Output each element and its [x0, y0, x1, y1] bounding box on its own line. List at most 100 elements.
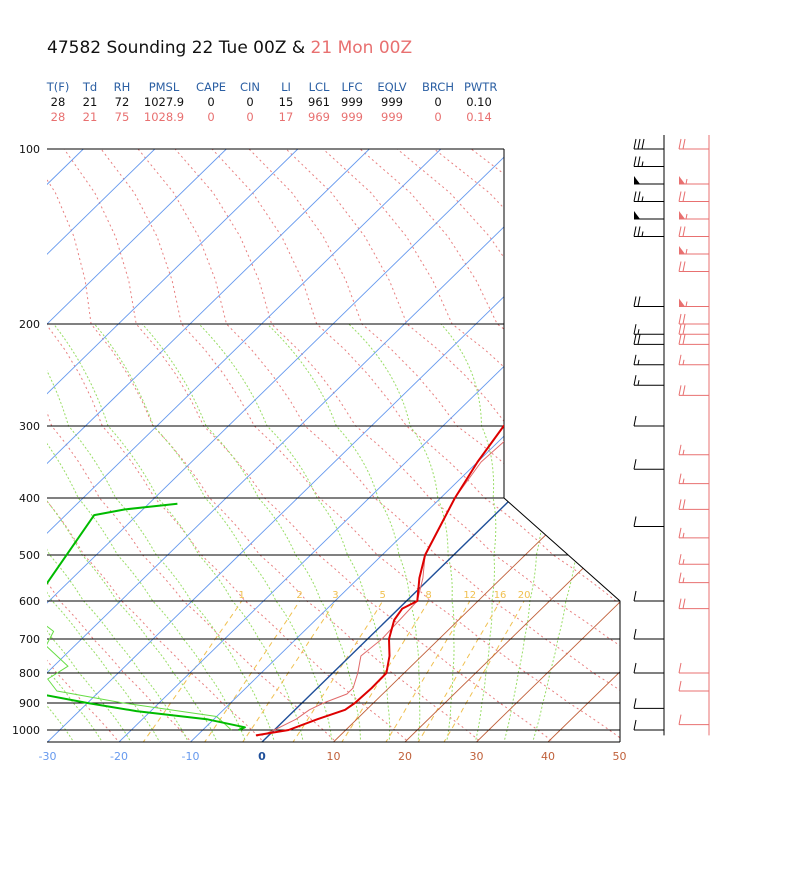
wind-barb-flag — [678, 572, 682, 583]
mixing-ratio-label: 8 — [425, 590, 431, 601]
stats-header-cell: PWTR — [464, 80, 498, 94]
wind-barb-flag — [682, 598, 686, 609]
stats-cell: 0 — [207, 110, 215, 124]
stats-cell: 15 — [278, 95, 294, 109]
pressure-label: 900 — [19, 697, 40, 710]
stats-header-cell: RH — [113, 80, 131, 94]
moist-adiabat — [47, 323, 276, 742]
isotherm-line — [118, 149, 620, 742]
wind-barb-flag — [678, 598, 682, 609]
mixing-ratio-label: 12 — [463, 590, 476, 601]
dry-adiabat — [174, 149, 620, 742]
isotherm-line — [333, 149, 620, 742]
wind-barb-flag — [682, 191, 686, 202]
moist-adiabat — [266, 323, 421, 742]
chart-title: 47582 Sounding 22 Tue 00Z & 21 Mon 00Z — [47, 38, 412, 58]
dry-adiabat — [137, 149, 620, 742]
pressure-label: 500 — [19, 549, 40, 562]
wind-barb-flag — [682, 324, 686, 335]
stats-row-main: 28 21 72 1027.9 0 0 15 961 999 999 0 0.1… — [40, 95, 494, 110]
wind-barb-flag — [678, 191, 682, 202]
wind-barb-flag — [678, 313, 682, 325]
wind-barb-flag — [633, 516, 637, 527]
wind-barb-flag — [678, 444, 682, 455]
stats-cell: 0 — [246, 95, 254, 109]
wind-barb-flag — [633, 698, 637, 709]
wind-barb-flag — [682, 226, 686, 237]
wind-barb-half — [641, 231, 644, 237]
isotherm-line — [0, 149, 12, 742]
stats-cell: 1028.9 — [143, 110, 185, 124]
mixing-ratio-line — [291, 600, 384, 742]
wind-barb-flag — [633, 138, 637, 150]
wind-barb-flag — [637, 191, 641, 202]
dry-adiabat — [359, 149, 620, 742]
stats-cell: 961 — [308, 95, 330, 109]
stats-header-cell: LCL — [308, 80, 330, 94]
wind-barb-flag — [678, 680, 682, 692]
stats-cell: 0 — [246, 110, 254, 124]
wind-barb-flag — [633, 459, 637, 470]
wind-barb-flag — [637, 226, 641, 237]
stats-cell: 999 — [341, 110, 363, 124]
moist-adiabat — [503, 323, 549, 742]
dry-adiabat — [47, 149, 48, 742]
temperature-tick-label: 40 — [541, 750, 555, 763]
temperature-trace-main — [255, 149, 620, 737]
isotherm-line — [547, 149, 620, 742]
wind-barb-flag — [682, 138, 686, 150]
dry-adiabat — [100, 149, 620, 742]
wind-barb-flag — [682, 499, 686, 510]
skewt-frame — [47, 148, 621, 743]
stats-header-cell: Td — [82, 80, 98, 94]
pressure-label: 600 — [19, 595, 40, 608]
wind-barb-half — [641, 196, 644, 202]
mixing-ratio-line — [141, 600, 243, 742]
dry-adiabat — [544, 149, 620, 742]
stats-cell: 75 — [114, 110, 130, 124]
dry-adiabat — [211, 149, 620, 742]
dry-adiabat — [47, 149, 411, 742]
isotherm-line — [47, 149, 620, 742]
skewt-frame-edge — [503, 149, 621, 742]
temperature-tick-label: 0 — [258, 750, 266, 763]
wind-barb-half — [682, 449, 685, 455]
temperature-tick-label: 50 — [613, 750, 627, 763]
wind-barb-flag — [678, 499, 682, 510]
wind-barb-flag — [682, 261, 686, 272]
wind-barb-pennant — [679, 298, 685, 307]
mixing-ratio-line — [416, 600, 501, 742]
temperature-tick-label: 20 — [398, 750, 412, 763]
isotherm-line — [404, 149, 620, 742]
mixing-ratio-label: 5 — [380, 590, 386, 601]
wind-barb-flag — [633, 354, 637, 365]
mixing-ratio-label: 16 — [494, 590, 507, 601]
wind-barb-flag — [682, 334, 686, 345]
stats-cell: 0.14 — [466, 110, 492, 124]
wind-barb-flag — [641, 138, 645, 150]
isotherm-line — [47, 149, 585, 742]
stats-header-cell: CAPE — [195, 80, 227, 94]
wind-barb-pennant — [679, 211, 685, 219]
wind-barb-flag — [678, 324, 682, 335]
title-alt: 21 Mon 00Z — [310, 38, 413, 58]
wind-barb-half — [685, 213, 688, 220]
mixing-ratio-line — [241, 600, 336, 742]
mixing-ratio-line — [203, 600, 301, 742]
wind-barb-flag — [633, 324, 637, 335]
isotherm-line — [190, 149, 620, 742]
wind-barb-half — [682, 559, 685, 565]
wind-barb-half — [682, 359, 685, 365]
moist-adiabat — [47, 323, 190, 742]
stats-cell: 0 — [434, 95, 442, 109]
stats-cell: 28 — [50, 110, 66, 124]
wind-barb-flag — [633, 415, 637, 427]
stats-header-cell: LI — [281, 80, 291, 94]
wind-barb-half — [685, 301, 688, 307]
wind-barb-flag — [637, 296, 641, 307]
stats-cell: 999 — [381, 110, 403, 124]
wind-barb-pennant — [634, 211, 640, 219]
wind-barb-flag — [678, 138, 682, 150]
wind-barb-half — [682, 532, 685, 538]
